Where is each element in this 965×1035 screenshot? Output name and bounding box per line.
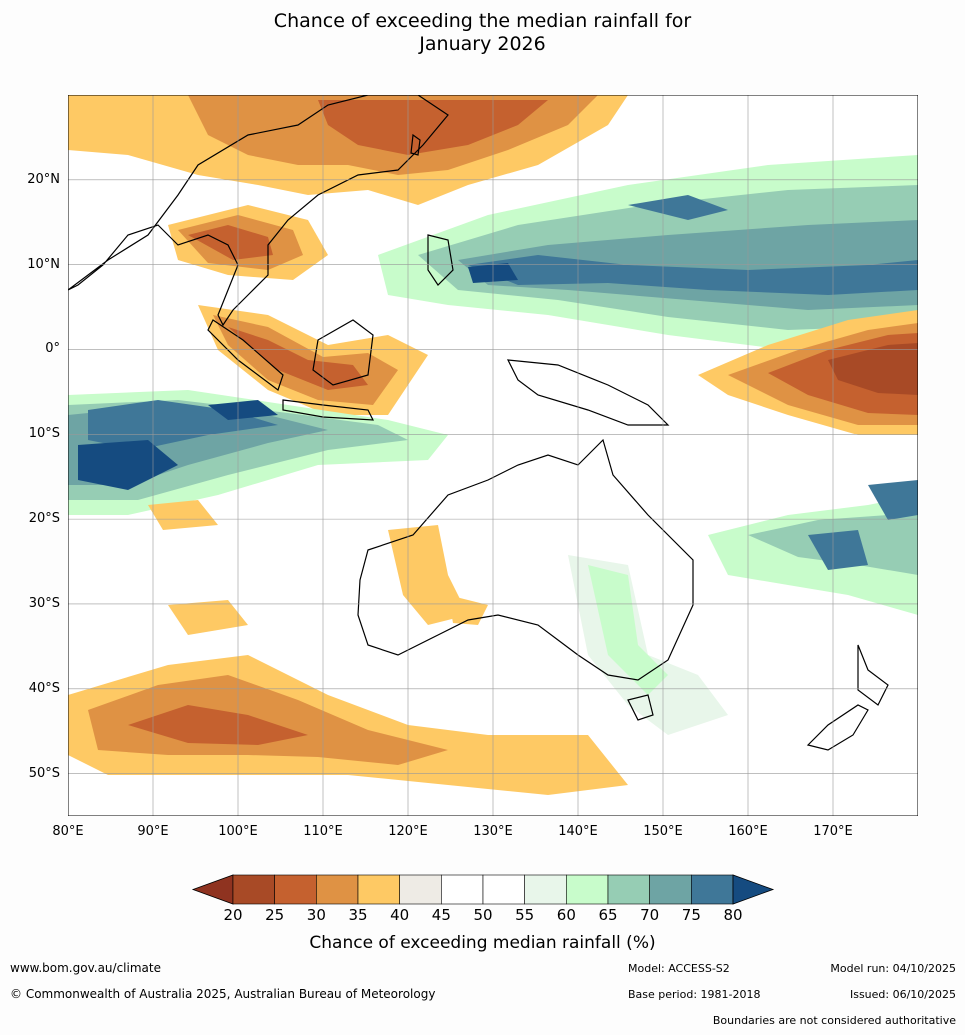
colorbar-tick-label: 55 xyxy=(515,906,535,924)
colorbar-over-arrow xyxy=(732,874,775,905)
latitude-label: 20°N xyxy=(27,171,60,187)
coast-asia-mainland xyxy=(68,95,449,327)
colorbar-segment xyxy=(399,874,442,905)
longitude-label: 130°E xyxy=(473,824,513,839)
coast-tasmania xyxy=(627,694,654,721)
coast-taiwan xyxy=(410,133,421,156)
colorbar-tick-label: 70 xyxy=(640,906,660,924)
rain-region-equatorial-pacific-dry xyxy=(698,310,918,435)
colorbar-tick-label: 60 xyxy=(556,906,576,924)
rain-region-east-australia-wet xyxy=(568,480,918,735)
colorbar-tick-label: 35 xyxy=(348,906,368,924)
latitude-label: 10°S xyxy=(28,426,60,442)
colorbar-segment xyxy=(316,874,359,905)
footer-issued: Issued: 06/10/2025 xyxy=(849,988,956,1001)
coast-new-guinea xyxy=(506,359,670,426)
colorbar-segment xyxy=(441,874,484,905)
latitude-label: 0° xyxy=(45,341,60,357)
colorbar-tick-label: 80 xyxy=(723,906,743,924)
footer-disclaimer: Boundaries are not considered authoritat… xyxy=(712,1014,956,1027)
colorbar-tick-label: 65 xyxy=(598,906,618,924)
map-title: Chance of exceeding the median rainfall … xyxy=(0,10,965,56)
coast-sumatra xyxy=(207,319,284,391)
colorbar-segment xyxy=(524,874,567,905)
colorbar xyxy=(191,874,775,905)
colorbar-label: Chance of exceeding median rainfall (%) xyxy=(309,933,656,953)
colorbar-segment xyxy=(357,874,400,905)
rain-region-southern-ocean-dry xyxy=(68,500,628,795)
coast-philippines xyxy=(427,234,454,286)
coast-australia xyxy=(357,438,694,681)
footer-website: www.bom.gov.au/climate xyxy=(10,961,161,975)
longitude-label: 90°E xyxy=(137,824,169,839)
latitude-label: 50°S xyxy=(28,765,60,781)
colorbar-segment xyxy=(482,874,525,905)
coast-borneo xyxy=(312,319,374,386)
rainfall-map xyxy=(68,95,918,816)
latitude-label: 10°N xyxy=(27,256,60,272)
longitude-label: 140°E xyxy=(558,824,598,839)
longitude-label: 100°E xyxy=(218,824,258,839)
longitude-label: 120°E xyxy=(388,824,428,839)
title-line-2: January 2026 xyxy=(419,33,546,55)
colorbar-segment xyxy=(232,874,275,905)
coast-nz-north xyxy=(857,644,889,706)
colorbar-tick-label: 40 xyxy=(390,906,410,924)
colorbar-segment xyxy=(566,874,609,905)
longitude-label: 160°E xyxy=(728,824,768,839)
rain-region-maritime-dry xyxy=(198,305,428,415)
footer-model: Model: ACCESS-S2 xyxy=(628,962,730,975)
longitude-label: 80°E xyxy=(52,824,84,839)
rain-region-pacific-wet xyxy=(378,155,918,350)
colorbar-tick-label: 75 xyxy=(681,906,701,924)
footer-model-run: Model run: 04/10/2025 xyxy=(830,962,956,975)
coast-nz-south xyxy=(806,704,869,751)
rain-region-indochina-dry xyxy=(168,205,328,280)
colorbar-tick-label: 25 xyxy=(265,906,285,924)
rain-region-china-dry xyxy=(68,95,628,205)
longitude-label: 110°E xyxy=(303,824,343,839)
graticule xyxy=(68,95,918,816)
longitude-label: 170°E xyxy=(813,824,853,839)
colorbar-segment xyxy=(691,874,734,905)
longitude-label: 150°E xyxy=(643,824,683,839)
footer-base-period: Base period: 1981-2018 xyxy=(628,988,761,1001)
colorbar-segment xyxy=(607,874,650,905)
colorbar-under-arrow xyxy=(191,874,234,905)
latitude-label: 20°S xyxy=(28,511,60,527)
footer-copyright: © Commonwealth of Australia 2025, Austra… xyxy=(10,987,436,1001)
title-line-1: Chance of exceeding the median rainfall … xyxy=(273,10,692,32)
colorbar-segment xyxy=(649,874,692,905)
colorbar-tick-label: 30 xyxy=(306,906,326,924)
colorbar-tick-label: 45 xyxy=(431,906,451,924)
map-panel xyxy=(68,95,918,816)
colorbar-tick-label: 50 xyxy=(473,906,493,924)
latitude-label: 40°S xyxy=(28,680,60,696)
colorbar-segment xyxy=(274,874,317,905)
latitude-label: 30°S xyxy=(28,595,60,611)
colorbar-tick-label: 20 xyxy=(223,906,243,924)
